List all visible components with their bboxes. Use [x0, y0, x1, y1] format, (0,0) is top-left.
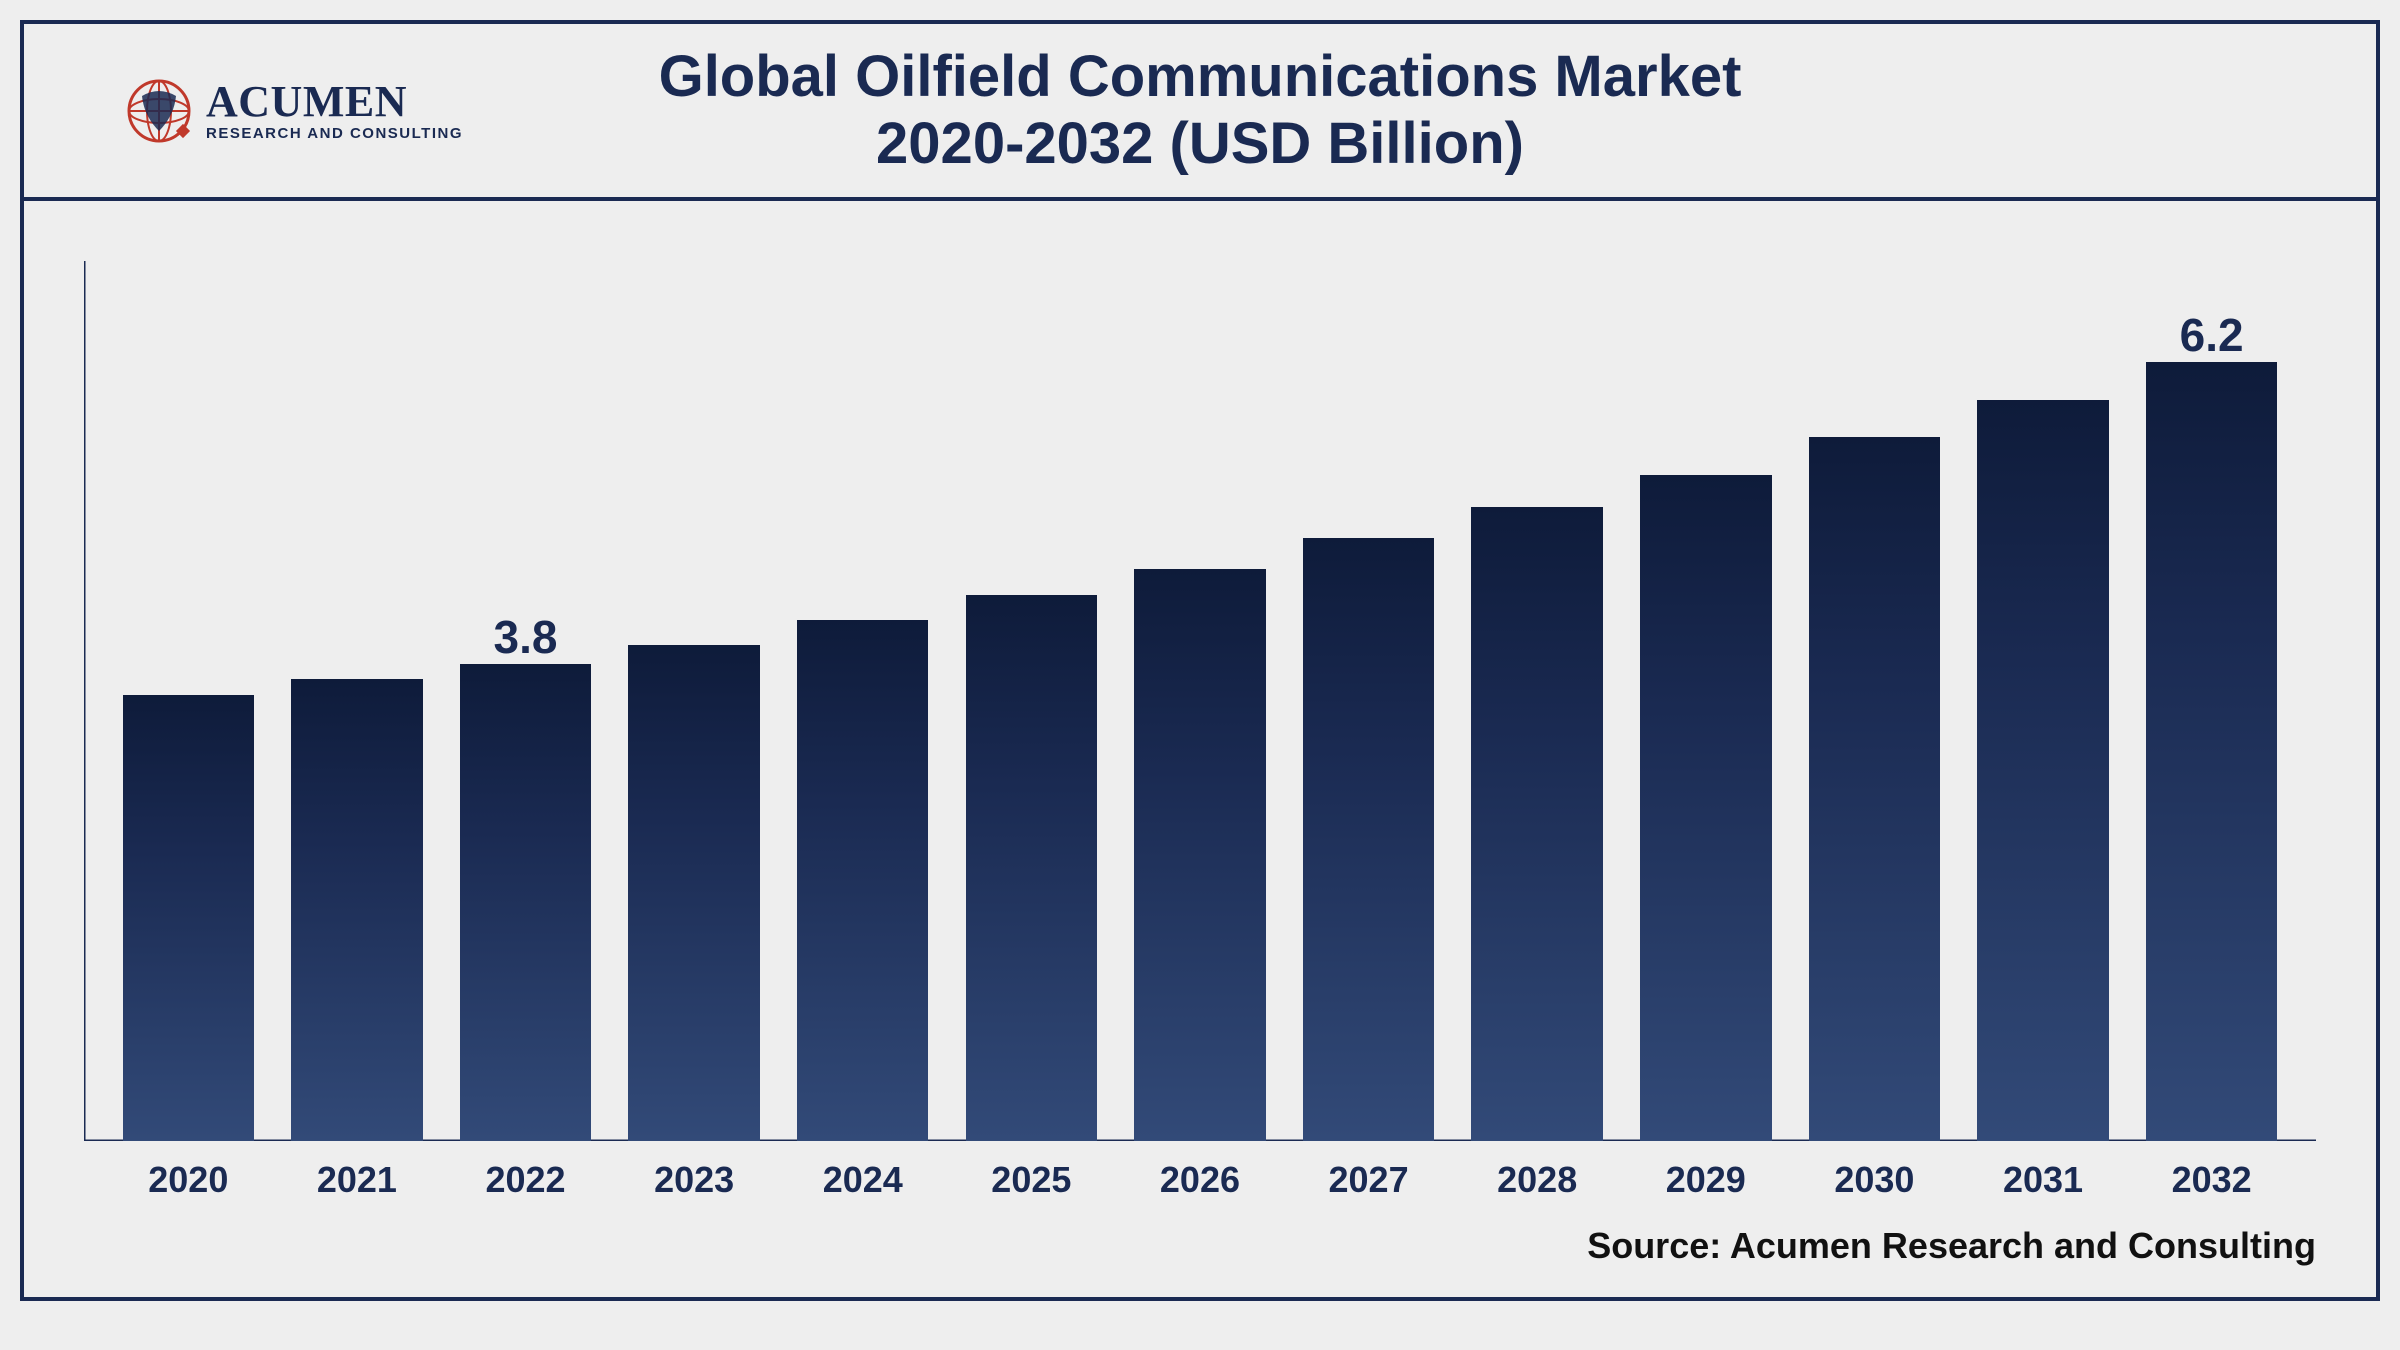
x-tick-label: 2031 [1959, 1159, 2128, 1201]
bar-slot: 3.8 [441, 261, 610, 1141]
bar [628, 645, 760, 1142]
bar [1303, 538, 1435, 1141]
brand-name: ACUMEN [206, 80, 463, 124]
bar-slot [1284, 261, 1453, 1141]
x-tick-label: 2022 [441, 1159, 610, 1201]
bar: 6.2 [2146, 362, 2278, 1141]
bar-slot [1621, 261, 1790, 1141]
bar [1640, 475, 1772, 1141]
bar [1977, 400, 2109, 1142]
bar [797, 620, 929, 1142]
x-tick-label: 2020 [104, 1159, 273, 1201]
bar-slot [778, 261, 947, 1141]
bar-slot: 6.2 [2127, 261, 2296, 1141]
x-tick-label: 2029 [1621, 1159, 1790, 1201]
bar-slot [947, 261, 1116, 1141]
globe-icon [124, 76, 194, 146]
bar-slot [610, 261, 779, 1141]
x-tick-label: 2023 [610, 1159, 779, 1201]
bar-chart: 3.86.2 202020212022202320242025202620272… [84, 261, 2316, 1141]
x-tick-label: 2028 [1453, 1159, 1622, 1201]
bar-value-label: 3.8 [494, 610, 558, 664]
bar-slot [1790, 261, 1959, 1141]
x-tick-label: 2025 [947, 1159, 1116, 1201]
bars-container: 3.8 6.2 [104, 261, 2296, 1141]
header-panel: ACUMEN RESEARCH AND CONSULTING Global Oi… [20, 20, 2380, 201]
bar [291, 679, 423, 1142]
bar-slot [1959, 261, 2128, 1141]
x-tick-label: 2030 [1790, 1159, 1959, 1201]
x-axis-labels: 2020202120222023202420252026202720282029… [104, 1159, 2296, 1201]
bar [966, 595, 1098, 1142]
bar: 3.8 [460, 664, 592, 1142]
bar [1134, 569, 1266, 1141]
bar-slot [1453, 261, 1622, 1141]
x-tick-label: 2026 [1116, 1159, 1285, 1201]
bar [123, 695, 255, 1141]
source-attribution: Source: Acumen Research and Consulting [1587, 1225, 2316, 1267]
x-tick-label: 2027 [1284, 1159, 1453, 1201]
brand-text: ACUMEN RESEARCH AND CONSULTING [206, 80, 463, 141]
bar-value-label: 6.2 [2180, 308, 2244, 362]
brand-tagline: RESEARCH AND CONSULTING [206, 126, 463, 141]
x-tick-label: 2032 [2127, 1159, 2296, 1201]
x-tick-label: 2024 [778, 1159, 947, 1201]
chart-panel: 3.86.2 202020212022202320242025202620272… [20, 201, 2380, 1301]
bar-slot [1116, 261, 1285, 1141]
bar-slot [273, 261, 442, 1141]
bar [1809, 437, 1941, 1141]
bar [1471, 507, 1603, 1142]
x-tick-label: 2021 [273, 1159, 442, 1201]
bar-slot [104, 261, 273, 1141]
brand-logo: ACUMEN RESEARCH AND CONSULTING [124, 76, 463, 146]
